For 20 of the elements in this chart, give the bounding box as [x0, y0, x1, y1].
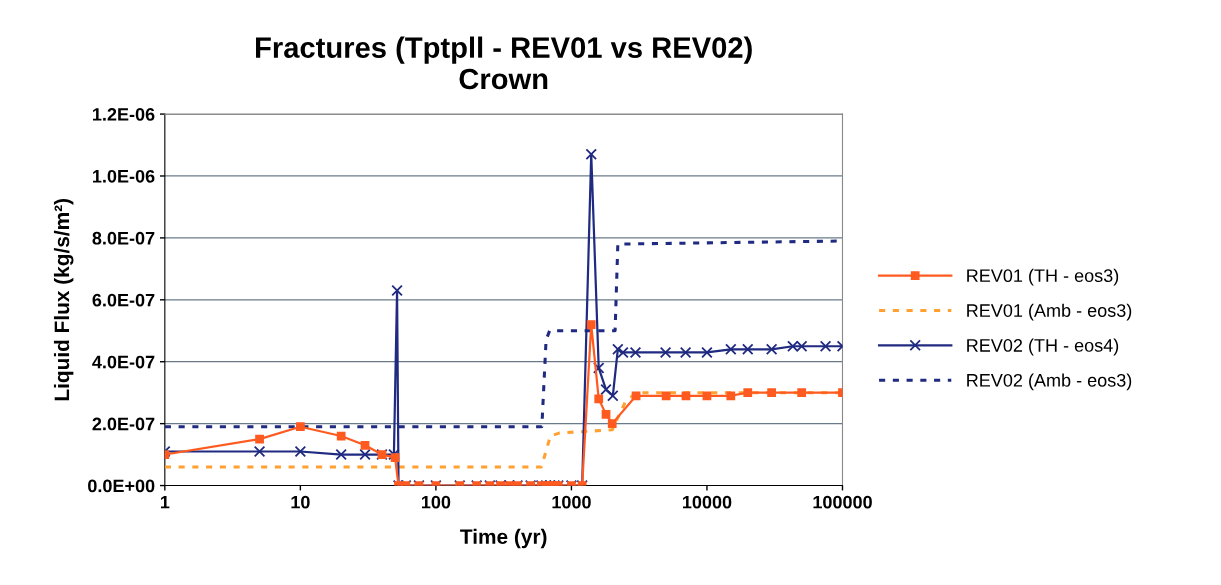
x-tick-label: 10: [291, 495, 310, 509]
legend-label: REV01 (Amb - eos3): [967, 303, 1132, 321]
y-tick-label: 4.0E-07: [92, 355, 155, 369]
y-tick-label: 6.0E-07: [92, 293, 155, 307]
chart-title: Fractures (Tptpll - REV01 vs REV02) Crown: [256, 36, 752, 90]
legend-label: REV02 (Amb - eos3): [967, 373, 1132, 391]
x-tick-label: 10000: [682, 495, 732, 509]
x-tick-label: 1000: [552, 495, 591, 509]
x-tick-label: 1: [160, 495, 170, 509]
y-tick-label: 1.0E-06: [93, 169, 155, 183]
y-tick-label: 2.0E-07: [92, 417, 155, 431]
y-tick-label: 0.0E+00: [88, 479, 155, 493]
y-tick-label: 1.2E-06: [93, 108, 155, 121]
legend-label: REV01 (TH - eos3): [967, 268, 1119, 286]
x-axis-title: Time (yr): [460, 528, 547, 549]
y-axis-title: Liquid Flux (kg/s/m²): [53, 198, 74, 401]
y-tick-label: 8.0E-07: [92, 231, 155, 245]
legend-label: REV02 (TH - eos4): [967, 338, 1119, 356]
x-tick-label: 100000: [813, 495, 872, 509]
x-tick-label: 100: [421, 495, 451, 509]
